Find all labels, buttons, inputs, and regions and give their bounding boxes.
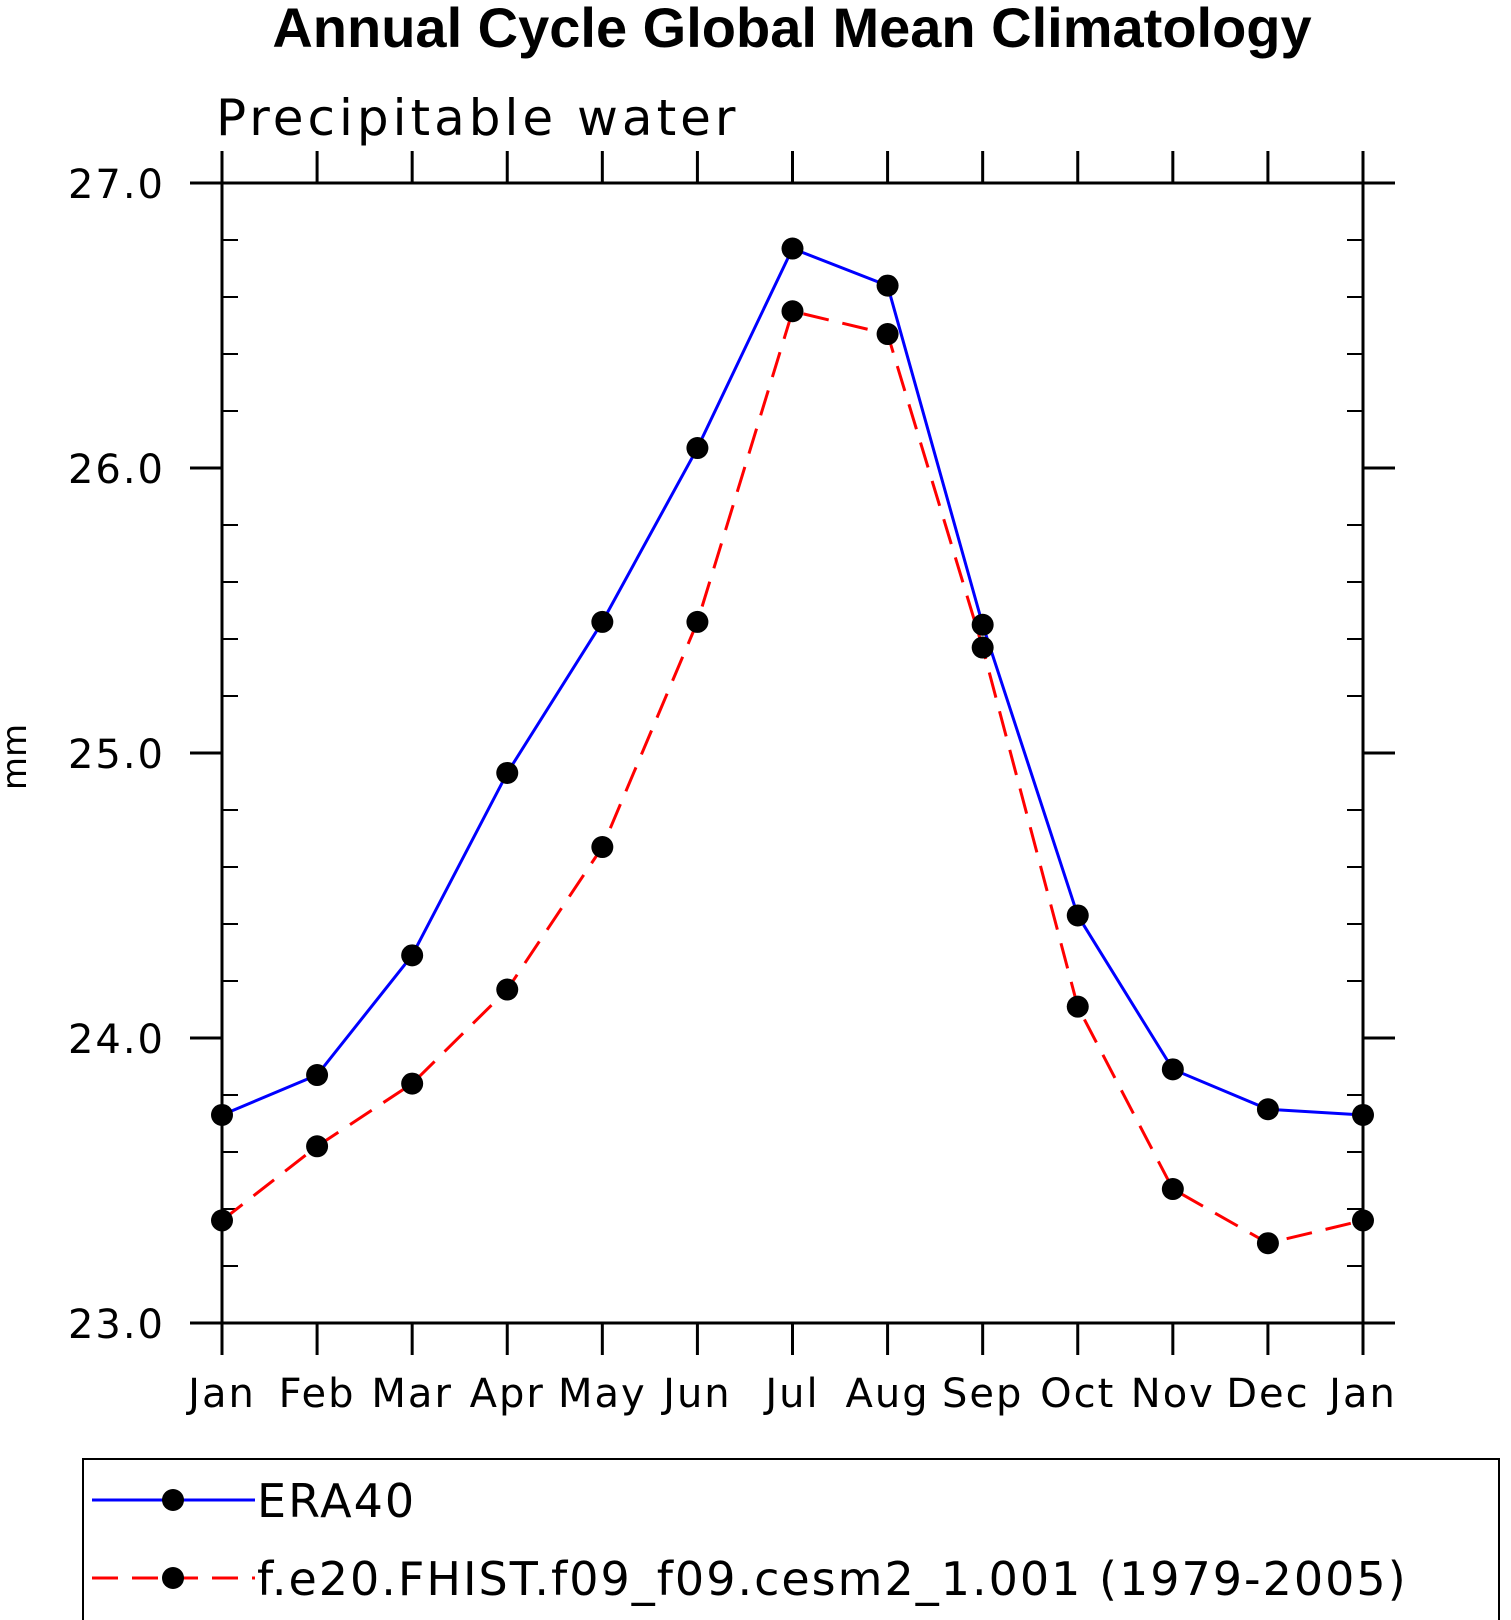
data-point-series-1: [971, 613, 994, 636]
data-point-series-2: [1066, 995, 1089, 1018]
x-tick-label: Jul: [762, 1371, 819, 1417]
legend-marker-2: [162, 1567, 184, 1589]
x-tick-label: Apr: [470, 1371, 545, 1417]
y-tick-label: 23.0: [68, 1302, 165, 1348]
data-point-series-2: [971, 636, 994, 659]
data-point-series-1: [781, 237, 804, 260]
data-point-series-2: [876, 323, 899, 346]
y-tick-label: 24.0: [68, 1017, 165, 1063]
x-tick-label: Nov: [1131, 1371, 1215, 1417]
data-point-series-1: [401, 944, 424, 967]
data-point-series-2: [496, 978, 519, 1001]
data-point-series-1: [1066, 904, 1089, 927]
chart-subtitle: Precipitable water: [216, 89, 740, 147]
data-point-series-1: [211, 1103, 233, 1126]
series-lines: [221, 246, 1364, 1245]
data-point-series-1: [1256, 1098, 1279, 1121]
legend: ERA40 f.e20.FHIST.f09_f09.cesm2_1.001 (19…: [92, 1474, 1408, 1606]
data-point-series-2: [781, 300, 804, 323]
legend-label-2: f.e20.FHIST.f09_f09.cesm2_1.001 (1979-20…: [257, 1552, 1408, 1606]
x-tick-label: Jan: [1326, 1371, 1397, 1417]
data-point-series-2: [1352, 1209, 1374, 1232]
plot-frame: [220, 181, 1365, 1325]
series-line-2: [221, 309, 1364, 1245]
y-tick-label: 27.0: [68, 162, 165, 208]
y-tick-label: 25.0: [68, 732, 165, 778]
data-point-series-1: [591, 610, 614, 633]
y-axis-label: mm: [0, 724, 35, 790]
data-point-series-2: [306, 1135, 329, 1158]
data-point-series-2: [1256, 1232, 1279, 1255]
series-line-1: [221, 246, 1364, 1117]
x-tick-label: Dec: [1226, 1371, 1309, 1417]
series-markers: [211, 237, 1374, 1255]
data-point-series-1: [1161, 1058, 1184, 1081]
data-point-series-2: [211, 1209, 233, 1232]
data-point-series-1: [876, 274, 899, 297]
x-tick-label: Aug: [846, 1371, 930, 1417]
x-tick-labels: Jan Feb Mar Apr May Jun Jul Aug Sep Oct Nov Dec Jan: [185, 1371, 1397, 1417]
legend-label-1: ERA40: [257, 1474, 416, 1528]
chart-title: Annual Cycle Global Mean Climatology: [272, 0, 1311, 59]
data-point-series-2: [686, 610, 709, 633]
data-point-series-2: [591, 836, 614, 859]
legend-marker-1: [162, 1489, 184, 1511]
data-point-series-2: [401, 1072, 424, 1095]
x-tick-label: Jun: [660, 1371, 732, 1417]
data-point-series-1: [686, 437, 709, 460]
data-point-series-1: [496, 761, 519, 784]
data-point-series-2: [1161, 1178, 1184, 1201]
data-point-series-1: [1352, 1103, 1374, 1126]
x-tick-label: Oct: [1040, 1371, 1115, 1417]
x-tick-label: Jan: [185, 1371, 256, 1417]
y-tick-labels: 23.0 24.0 25.0 26.0 27.0: [68, 162, 165, 1348]
legend-box: [82, 1458, 1500, 1620]
axis-ticks: [190, 151, 1395, 1355]
y-tick-label: 26.0: [68, 447, 165, 493]
x-tick-label: Feb: [279, 1371, 356, 1417]
x-tick-label: Mar: [371, 1371, 452, 1417]
x-tick-label: May: [558, 1371, 647, 1417]
x-tick-label: Sep: [942, 1371, 1023, 1417]
data-point-series-1: [306, 1064, 329, 1087]
